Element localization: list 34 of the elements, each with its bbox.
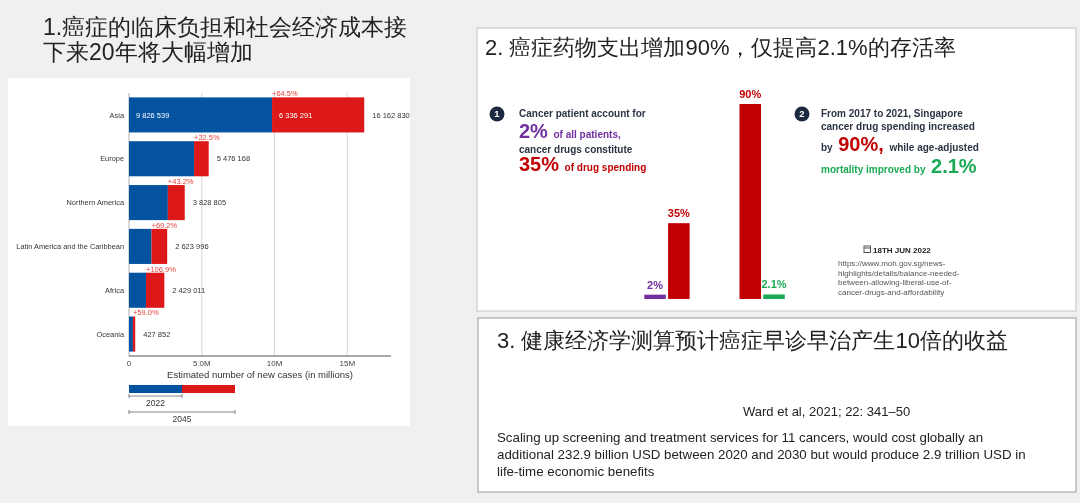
legend-label: 2045 — [172, 414, 192, 424]
annotation: mortality improved by 2.1% — [821, 155, 977, 177]
badge: 2 — [794, 106, 810, 122]
xlabel: Estimated number of new cases (in millions) — [167, 369, 353, 380]
annotation: between-allowing-liberal-use-of- — [838, 278, 952, 287]
annotation: 2% of all patients, — [519, 120, 621, 142]
annotation: https://www.moh.gov.sg/news- — [838, 259, 946, 268]
annotation: highlights/details/balance-needed- — [838, 268, 960, 278]
value-label: 90% — [739, 88, 762, 100]
annotation: cancer drug spending increased — [821, 121, 975, 132]
title: 2. 癌症药物支出增加90%，仅提高2.1%的存活率 — [485, 35, 956, 60]
annotation: Cancer patient account for — [519, 108, 646, 119]
annotation: 18TH JUN 2022 — [873, 246, 931, 255]
annotation: life-time economic benefits — [497, 464, 655, 479]
tick: 15M — [339, 359, 356, 368]
annotation: additional 232.9 billion USD between 2020 and 2030 but would produce 2.9 trillion USD in — [497, 447, 1026, 462]
tick: 5.0M — [192, 359, 211, 368]
value-label: 35% — [667, 207, 690, 220]
title: 下来20年将大幅增加 — [43, 39, 253, 65]
legend-label: 2022 — [146, 398, 165, 408]
value-label: 2% — [647, 278, 663, 291]
title: 1.癌症的临床负担和社会经济成本接 — [43, 14, 408, 40]
annotation: by 90%, while age-adjusted — [821, 133, 979, 155]
title: 3. 健康经济学测算预计癌症早诊早治产生10倍的收益 — [497, 328, 1008, 353]
tick: 10M — [266, 359, 283, 368]
annotation: 2 — [799, 108, 805, 120]
annotation: Ward et al, 2021; 22: 341–50 — [743, 404, 911, 419]
annotation: Scaling up screening and treatment services for 11 cancers, would cost globally an — [497, 430, 984, 445]
badge: 1 — [489, 106, 505, 122]
annotation: From 2017 to 2021, Singapore — [821, 108, 963, 119]
value-label: 2.1% — [761, 278, 787, 291]
annotation: cancer drugs constitute — [519, 144, 633, 155]
annotation: cancer-drugs-and-affordability — [838, 287, 945, 297]
tick: 0 — [126, 359, 132, 368]
